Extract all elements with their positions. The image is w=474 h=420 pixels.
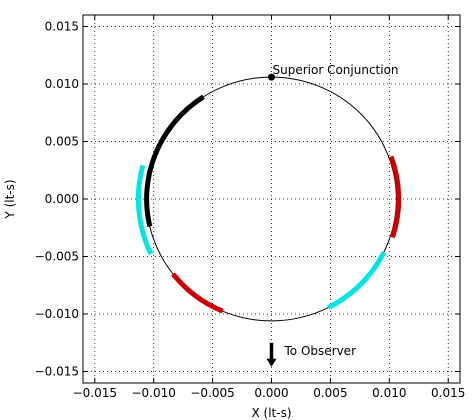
x-tick-label: 0.010 xyxy=(372,386,406,400)
orbit-segment xyxy=(171,272,224,314)
ticks: −0.015 −0.010 −0.005 0.000 0.005 0.010 0.015 −0… xyxy=(35,15,465,400)
x-tick-label: −0.010 xyxy=(131,386,175,400)
x-tick-label: 0.005 xyxy=(313,386,347,400)
y-tick-label: −0.005 xyxy=(35,250,79,264)
y-tick-label: −0.010 xyxy=(35,307,79,321)
y-tick-label: 0.005 xyxy=(45,135,79,149)
x-tick-label: −0.015 xyxy=(73,386,117,400)
orbit-segment xyxy=(144,94,205,227)
orbit-segment xyxy=(388,155,402,239)
orbit-segment xyxy=(327,251,386,310)
x-axis-label: X (lt-s) xyxy=(251,406,291,420)
observer-label: To Observer xyxy=(284,344,357,358)
observer-arrow-head xyxy=(266,358,277,367)
annotations: Superior Conjunction To Observer xyxy=(266,63,399,367)
orbit-segments xyxy=(135,94,402,314)
y-tick-label: −0.015 xyxy=(35,365,79,379)
orbit-segment xyxy=(135,164,154,255)
conjunction-label: Superior Conjunction xyxy=(273,63,399,77)
y-axis-label: Y (lt-s) xyxy=(3,179,17,219)
y-tick-label: 0.015 xyxy=(45,20,79,34)
y-tick-label: 0.010 xyxy=(45,77,79,91)
y-tick-label: 0.000 xyxy=(45,192,79,206)
x-tick-label: 0.015 xyxy=(431,386,465,400)
x-tick-label: 0.000 xyxy=(254,386,288,400)
grid xyxy=(83,15,460,383)
x-tick-label: −0.005 xyxy=(190,386,234,400)
conjunction-marker xyxy=(268,73,275,81)
